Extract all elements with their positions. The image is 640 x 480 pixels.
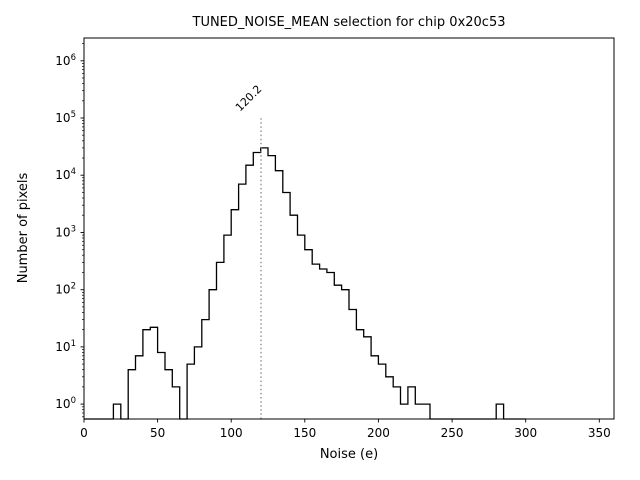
x-tick-label: 0 bbox=[80, 426, 88, 440]
x-tick-label: 150 bbox=[293, 426, 316, 440]
chart-title: TUNED_NOISE_MEAN selection for chip 0x20… bbox=[192, 15, 506, 30]
x-axis-label: Noise (e) bbox=[320, 447, 378, 462]
x-tick-label: 50 bbox=[150, 426, 165, 440]
histogram-step-line bbox=[84, 147, 526, 420]
x-tick-label: 300 bbox=[514, 426, 537, 440]
x-tick-label: 250 bbox=[441, 426, 464, 440]
axis-ticks bbox=[80, 60, 600, 423]
x-tick-label: 350 bbox=[588, 426, 611, 440]
y-axis-label: Number of pixels bbox=[16, 172, 31, 283]
x-tick-label: 100 bbox=[220, 426, 243, 440]
x-tick-label: 200 bbox=[367, 426, 390, 440]
axes-frame bbox=[83, 37, 615, 420]
